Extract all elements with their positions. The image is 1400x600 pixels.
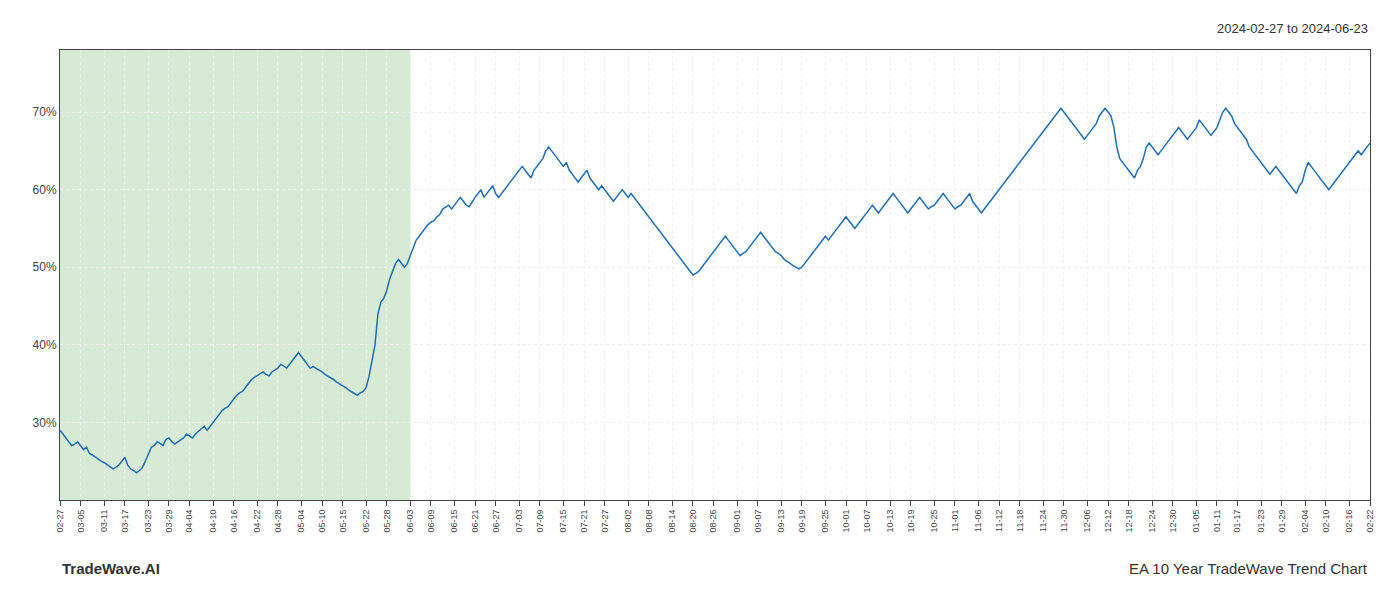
svg-text:01-17: 01-17 <box>1232 510 1242 533</box>
svg-text:11-01: 11-01 <box>950 510 960 532</box>
svg-text:10-25: 10-25 <box>929 510 939 533</box>
svg-text:02-16: 02-16 <box>1344 510 1354 533</box>
svg-text:05-10: 05-10 <box>317 510 327 533</box>
svg-text:03-29: 03-29 <box>164 510 174 533</box>
svg-text:60%: 60% <box>33 183 57 197</box>
svg-text:05-22: 05-22 <box>361 510 371 533</box>
svg-text:09-25: 09-25 <box>820 510 830 533</box>
svg-text:05-15: 05-15 <box>338 510 348 533</box>
svg-text:03-05: 03-05 <box>76 510 86 533</box>
svg-text:07-27: 07-27 <box>600 510 610 533</box>
svg-text:06-15: 06-15 <box>449 510 459 533</box>
svg-text:03-17: 03-17 <box>120 510 130 533</box>
svg-text:01-23: 01-23 <box>1256 510 1266 533</box>
svg-text:02-10: 02-10 <box>1321 510 1331 533</box>
svg-text:11-30: 11-30 <box>1059 510 1069 532</box>
svg-text:08-26: 08-26 <box>708 510 718 533</box>
svg-text:02-04: 02-04 <box>1300 510 1310 533</box>
svg-text:03-11: 03-11 <box>99 510 109 532</box>
svg-text:09-01: 09-01 <box>732 510 742 533</box>
svg-text:09-07: 09-07 <box>753 510 763 533</box>
svg-text:10-01: 10-01 <box>841 510 851 533</box>
svg-text:06-09: 06-09 <box>426 510 436 533</box>
svg-text:10-07: 10-07 <box>862 510 872 533</box>
svg-text:07-03: 07-03 <box>514 510 524 533</box>
svg-text:09-13: 09-13 <box>776 510 786 533</box>
svg-text:04-10: 04-10 <box>208 510 218 533</box>
svg-text:10-13: 10-13 <box>885 510 895 533</box>
svg-text:08-20: 08-20 <box>688 510 698 533</box>
svg-text:2024-02-27 to 2024-06-23: 2024-02-27 to 2024-06-23 <box>1217 21 1368 36</box>
svg-text:02-27: 02-27 <box>55 510 65 533</box>
svg-text:04-28: 04-28 <box>273 510 283 533</box>
svg-text:05-28: 05-28 <box>382 510 392 533</box>
svg-text:07-15: 07-15 <box>558 510 568 533</box>
svg-text:06-27: 06-27 <box>491 510 501 533</box>
svg-text:11-18: 11-18 <box>1015 510 1025 532</box>
svg-text:06-21: 06-21 <box>470 510 480 533</box>
svg-text:04-16: 04-16 <box>229 510 239 533</box>
svg-text:11-06: 11-06 <box>973 510 983 532</box>
svg-text:08-08: 08-08 <box>644 510 654 533</box>
svg-text:11-24: 11-24 <box>1038 510 1048 532</box>
svg-text:07-09: 07-09 <box>535 510 545 533</box>
svg-text:02-22: 02-22 <box>1365 510 1375 533</box>
svg-text:04-04: 04-04 <box>184 510 194 533</box>
svg-text:12-24: 12-24 <box>1147 510 1157 533</box>
svg-text:30%: 30% <box>33 416 57 430</box>
svg-text:06-03: 06-03 <box>405 510 415 533</box>
svg-text:07-21: 07-21 <box>579 510 589 533</box>
svg-text:01-11: 01-11 <box>1212 510 1222 532</box>
svg-text:01-05: 01-05 <box>1191 510 1201 533</box>
svg-text:40%: 40% <box>33 338 57 352</box>
svg-text:08-02: 08-02 <box>623 510 633 533</box>
svg-text:TradeWave.AI: TradeWave.AI <box>62 560 160 577</box>
svg-text:50%: 50% <box>33 260 57 274</box>
svg-text:12-18: 12-18 <box>1124 510 1134 533</box>
svg-text:10-19: 10-19 <box>906 510 916 533</box>
svg-text:04-22: 04-22 <box>252 510 262 533</box>
svg-text:03-23: 03-23 <box>143 510 153 533</box>
svg-text:12-12: 12-12 <box>1103 510 1113 533</box>
svg-text:08-14: 08-14 <box>667 510 677 533</box>
svg-text:12-06: 12-06 <box>1082 510 1092 533</box>
svg-text:70%: 70% <box>33 105 57 119</box>
svg-text:09-19: 09-19 <box>797 510 807 533</box>
svg-text:11-12: 11-12 <box>994 510 1004 532</box>
svg-text:EA 10 Year TradeWave Trend Cha: EA 10 Year TradeWave Trend Chart <box>1129 560 1368 577</box>
svg-text:05-04: 05-04 <box>296 510 306 533</box>
svg-text:12-30: 12-30 <box>1168 510 1178 533</box>
svg-text:01-29: 01-29 <box>1277 510 1287 533</box>
